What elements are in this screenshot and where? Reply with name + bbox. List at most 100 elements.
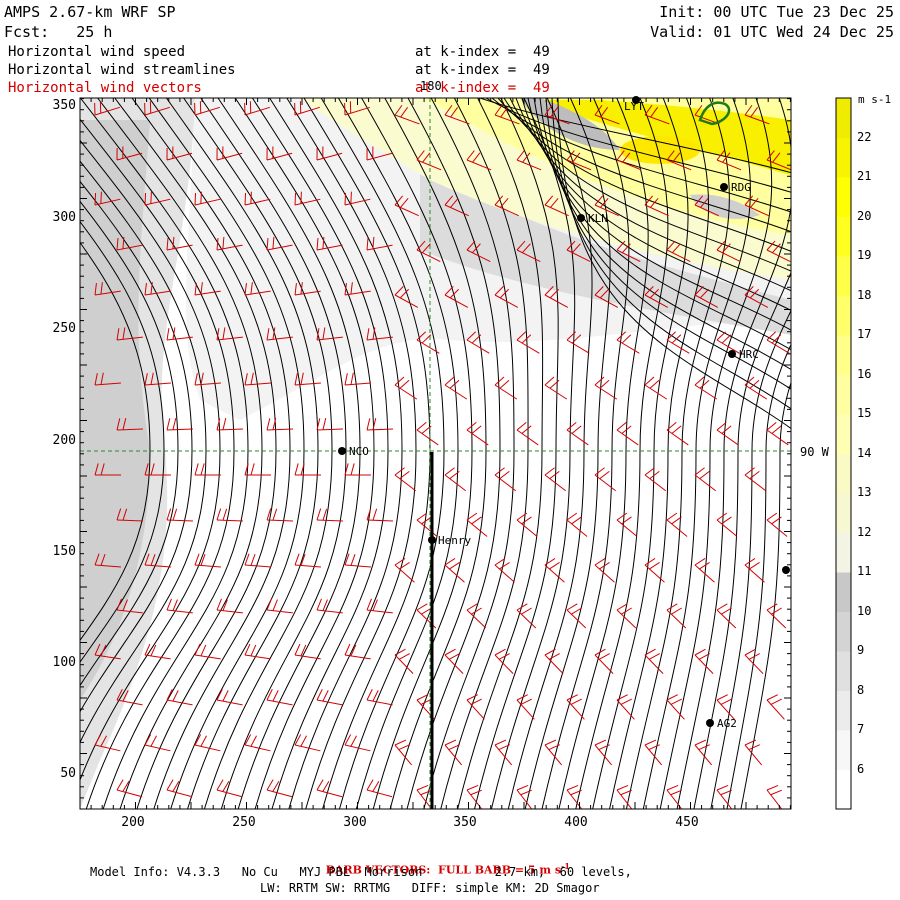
colorbar-segment <box>836 572 851 612</box>
wind-barb <box>316 417 344 431</box>
wind-barb <box>766 240 791 263</box>
coastline <box>698 101 731 126</box>
wind-barb <box>166 689 193 706</box>
wind-barb <box>144 191 171 206</box>
colorbar-segment <box>836 453 851 494</box>
wind-barb <box>194 463 221 476</box>
colorbar-segment <box>836 256 851 296</box>
wind-barb <box>566 150 592 171</box>
wind-barb <box>644 286 669 308</box>
wind-barb <box>644 195 669 217</box>
wind-barb <box>644 739 663 766</box>
wind-barb <box>594 739 613 766</box>
colorbar-label: 13 <box>857 485 872 499</box>
wind-barb <box>144 101 170 116</box>
wind-barb <box>644 376 668 400</box>
colorbar-label: 6 <box>857 761 865 776</box>
wind-barb <box>316 779 343 798</box>
wind-barb <box>266 327 293 341</box>
colorbar-segment <box>836 730 851 770</box>
wind-barb <box>194 191 221 206</box>
wind-barb <box>594 376 618 400</box>
wind-barb <box>294 191 321 206</box>
wind-barb <box>744 376 768 400</box>
wind-barb <box>94 191 121 206</box>
wind-barb <box>544 286 569 308</box>
wind-barb <box>666 331 690 354</box>
wind-barb <box>716 331 740 354</box>
wind-barb <box>144 553 171 568</box>
x-tick-label: 250 <box>232 815 256 830</box>
wind-barb <box>266 236 293 251</box>
barb-note-sup: -1 <box>561 861 570 871</box>
wind-barb <box>394 376 418 400</box>
wind-barb <box>394 739 413 766</box>
wind-barb <box>466 512 488 537</box>
speed-shading-gray-patch-2 <box>690 194 760 219</box>
wind-barb <box>116 327 143 341</box>
colorbar-segment <box>836 177 851 217</box>
streamline <box>539 98 791 371</box>
wind-barb <box>294 372 321 386</box>
wind-barb <box>344 101 370 116</box>
wind-barb <box>644 467 667 492</box>
station-label-nco: NCO <box>349 445 369 458</box>
station-label-ag2: AG2 <box>717 717 737 730</box>
y-tick-label: 250 <box>52 321 76 336</box>
stations <box>338 96 790 727</box>
wind-barb <box>294 553 321 568</box>
wind-barb <box>466 150 492 171</box>
wind-barb <box>594 558 615 583</box>
wind-barb <box>544 195 569 217</box>
wind-barb <box>666 421 689 446</box>
wind-barb <box>666 785 683 809</box>
colorbar-label: 8 <box>857 682 865 697</box>
wind-barb <box>294 643 321 660</box>
wind-barb <box>544 648 564 674</box>
colorbar-label: 11 <box>857 564 872 578</box>
wind-barb <box>266 779 293 798</box>
colorbar-segment <box>836 335 851 375</box>
x-tick-label: 400 <box>564 815 588 830</box>
wind-barb <box>244 282 271 296</box>
wind-barb <box>494 195 519 217</box>
y-tick-label: 350 <box>52 98 76 113</box>
colorbar <box>836 97 851 810</box>
wind-barb <box>616 331 640 354</box>
y-tick-label: 200 <box>52 433 76 448</box>
wind-barb <box>116 779 143 798</box>
streamline <box>217 98 361 809</box>
wind-barb <box>344 463 371 476</box>
wind-barb <box>744 195 769 217</box>
station-label-hrc: HRC <box>739 348 759 361</box>
wind-barb <box>216 779 243 798</box>
wind-barb <box>516 694 535 720</box>
colorbar-label: 20 <box>857 208 872 223</box>
wind-barb <box>466 331 490 354</box>
colorbar-segment <box>836 414 851 454</box>
wind-barb <box>116 689 143 706</box>
wind-barb <box>416 331 440 354</box>
wind-barb <box>366 327 393 341</box>
wind-barb <box>344 191 371 206</box>
wind-barb <box>694 286 719 308</box>
wind-barb <box>544 467 567 492</box>
wind-barb <box>766 694 785 720</box>
wind-barb <box>266 508 294 522</box>
wind-barb <box>566 785 583 809</box>
wind-barb <box>566 603 587 629</box>
wind-barb <box>444 286 469 308</box>
wind-barb <box>216 417 244 431</box>
streamline <box>234 98 375 809</box>
wind-barb <box>194 372 221 386</box>
wind-barb <box>466 694 485 720</box>
y-tick-label: 50 <box>60 766 76 781</box>
station-label-kln: KLN <box>588 212 608 225</box>
wind-barb <box>394 558 415 583</box>
wind-barb <box>244 463 271 476</box>
wind-barb <box>194 101 220 116</box>
wind-barb <box>566 512 588 537</box>
station-marker-ag2 <box>706 719 714 727</box>
wind-barb <box>116 236 143 251</box>
wind-barb <box>94 101 120 116</box>
